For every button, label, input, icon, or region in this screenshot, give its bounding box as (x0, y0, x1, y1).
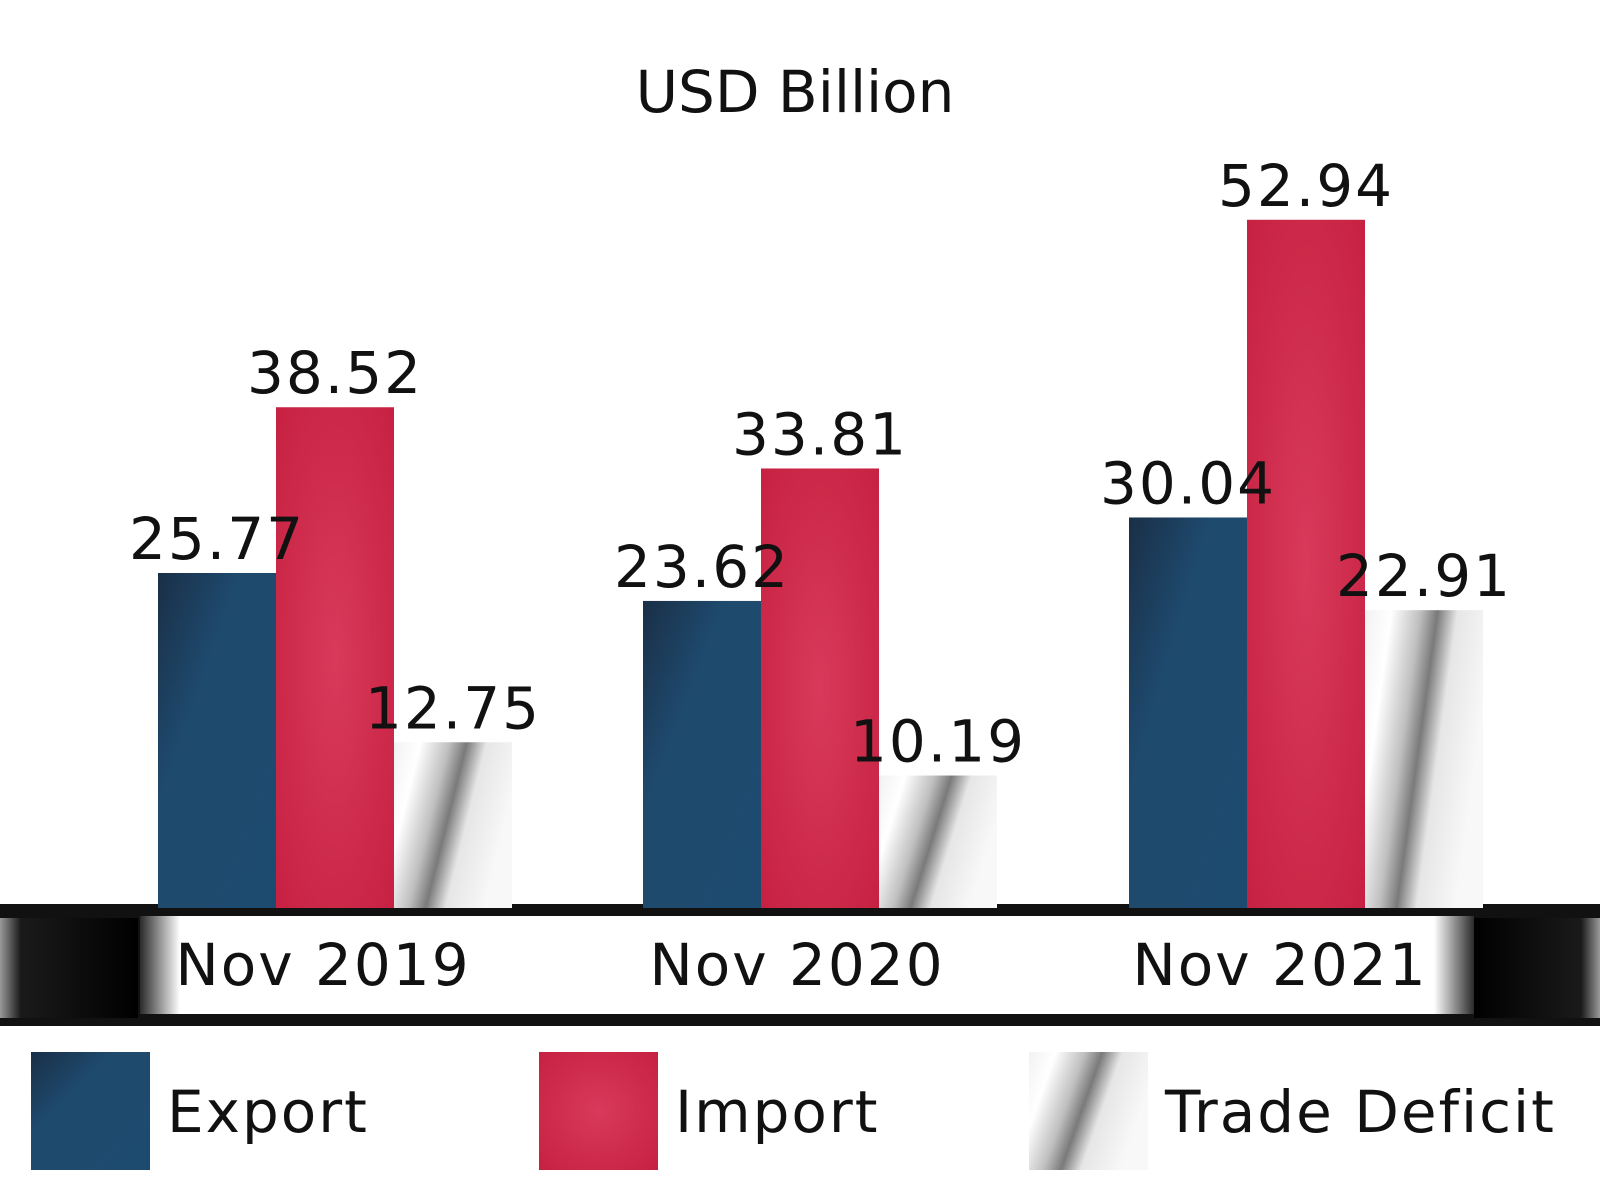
bars-group (158, 219, 1483, 908)
category-label-nov-2020: Nov 2020 (649, 931, 944, 999)
bar-trade-deficit-nov-2021 (1365, 610, 1483, 908)
category-label-nov-2021: Nov 2021 (1132, 931, 1427, 999)
legend-label-import: Import (675, 1078, 880, 1146)
legend-swatch-import (539, 1052, 658, 1170)
axis-plate-left-cap (0, 918, 138, 1018)
bar-import-nov-2019 (276, 407, 394, 908)
value-label-export-nov-2019: 25.77 (129, 505, 305, 573)
bar-trade-deficit-nov-2020 (879, 775, 997, 908)
legend: Export Import Trade Deficit (31, 1052, 1556, 1170)
legend-swatch-trade-deficit (1029, 1052, 1148, 1170)
bar-export-nov-2020 (643, 600, 761, 908)
value-label-import-nov-2019: 38.52 (247, 339, 423, 407)
value-labels-group: 25.77 38.52 12.75 23.62 33.81 10.19 30.04 52.94… (129, 152, 1512, 776)
value-label-import-nov-2020: 33.81 (732, 400, 908, 468)
value-label-import-nov-2021: 52.94 (1218, 152, 1394, 220)
legend-swatch-export (31, 1052, 150, 1170)
axis-plate-right-cap (1474, 918, 1600, 1018)
legend-label-trade-deficit: Trade Deficit (1164, 1078, 1556, 1146)
value-label-trade-deficit-nov-2021: 22.91 (1336, 542, 1512, 610)
bar-import-nov-2020 (761, 468, 879, 908)
value-label-export-nov-2021: 30.04 (1100, 449, 1276, 517)
category-label-nov-2019: Nov 2019 (175, 931, 470, 999)
bar-export-nov-2021 (1129, 517, 1247, 908)
legend-label-export: Export (167, 1078, 369, 1146)
value-label-trade-deficit-nov-2019: 12.75 (365, 674, 541, 742)
category-axis-plate (0, 904, 1600, 1026)
chart-title: USD Billion (636, 58, 955, 126)
bar-import-nov-2021 (1247, 219, 1365, 908)
axis-plate-inner (140, 916, 1474, 1014)
category-labels-group: Nov 2019 Nov 2020 Nov 2021 (175, 931, 1427, 999)
bar-export-nov-2019 (158, 572, 276, 908)
bar-trade-deficit-nov-2019 (394, 742, 512, 908)
value-label-trade-deficit-nov-2020: 10.19 (850, 708, 1026, 776)
value-label-export-nov-2020: 23.62 (614, 533, 790, 601)
